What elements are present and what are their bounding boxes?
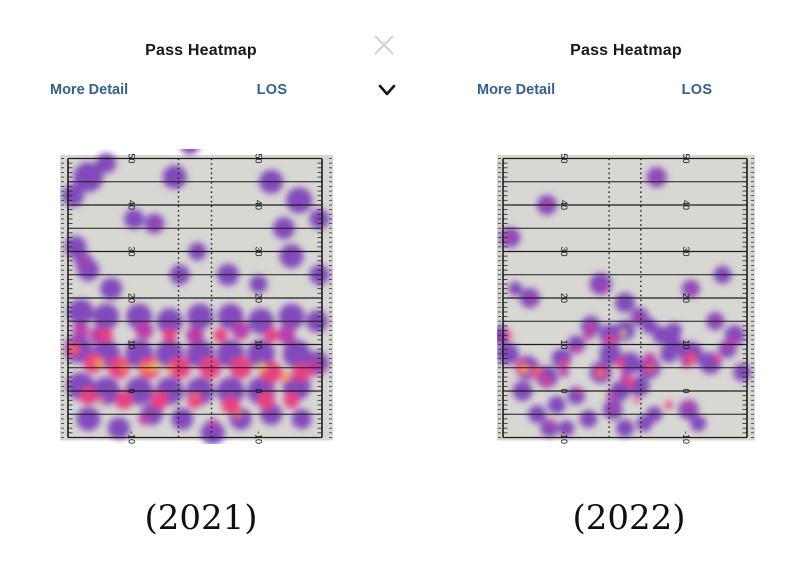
svg-text:20: 20 [681,293,691,303]
svg-text:30: 30 [127,246,137,256]
svg-text:20: 20 [127,293,137,303]
close-icon[interactable] [372,33,396,57]
chevron-down-icon[interactable] [378,84,396,97]
los-dropdown-value[interactable]: LOS [256,82,288,98]
svg-text:50: 50 [127,153,137,163]
svg-text:40: 40 [127,200,137,210]
heatmap-field-2021: 50 50 40 40 30 30 20 20 10 10 0 0 -10 -10 [60,149,333,444]
svg-text:10: 10 [681,339,691,349]
svg-text:50: 50 [559,153,569,163]
svg-text:-10: -10 [127,431,137,444]
svg-text:-10: -10 [254,431,264,444]
heatmap-field-2022: 50 50 40 40 30 30 20 20 10 10 0 0 -10 -10 [497,153,755,444]
svg-text:10: 10 [254,339,264,349]
svg-text:0: 0 [254,388,264,393]
year-caption-2021: (2021) [144,498,258,538]
svg-text:50: 50 [254,153,264,163]
svg-text:20: 20 [559,293,569,303]
svg-text:0: 0 [681,388,691,393]
svg-text:40: 40 [254,200,264,210]
heatmap-panel-2022: Pass Heatmap More Detail LOS 50 50 40 40 30 3… [402,0,804,571]
panel-title: Pass Heatmap [145,42,257,59]
svg-text:30: 30 [559,246,569,256]
year-caption-2022: (2022) [572,498,686,538]
panel-title: Pass Heatmap [570,42,682,59]
svg-text:30: 30 [681,246,691,256]
heatmap-panel-2021: Pass Heatmap More Detail LOS 50 50 40 40 30 3… [50,33,396,538]
svg-text:10: 10 [127,339,137,349]
svg-text:-10: -10 [559,431,569,444]
svg-text:10: 10 [559,339,569,349]
svg-text:0: 0 [559,388,569,393]
svg-text:40: 40 [681,200,691,210]
more-detail-link[interactable]: More Detail [477,82,556,98]
los-dropdown-value[interactable]: LOS [681,82,713,98]
svg-text:20: 20 [254,293,264,303]
svg-text:40: 40 [559,200,569,210]
svg-text:0: 0 [127,388,137,393]
svg-text:50: 50 [681,153,691,163]
more-detail-link[interactable]: More Detail [50,82,129,98]
svg-text:-10: -10 [681,431,691,444]
svg-text:30: 30 [254,246,264,256]
